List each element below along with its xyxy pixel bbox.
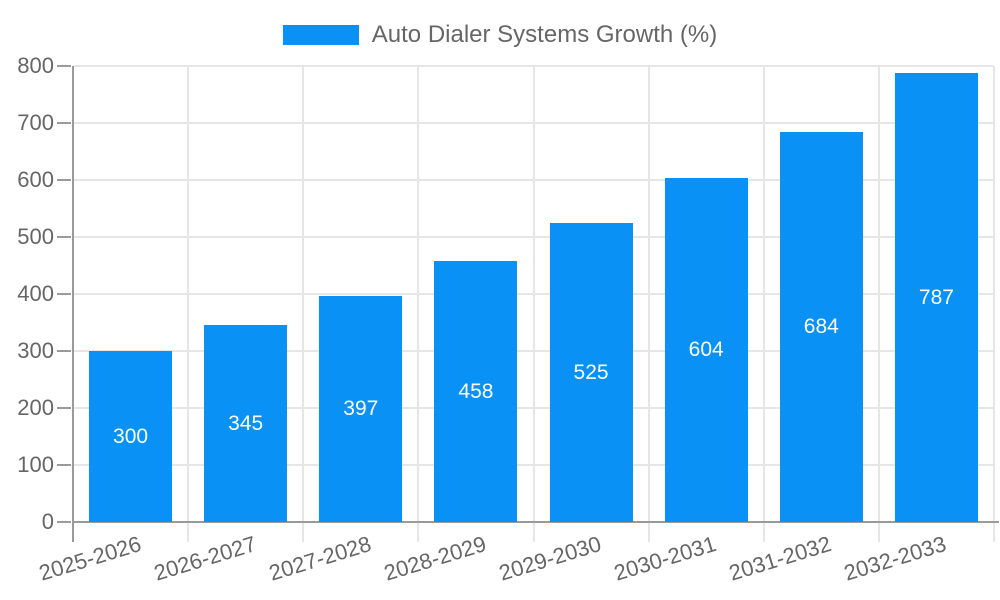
bar-value-label: 345 — [228, 411, 264, 435]
legend-label: Auto Dialer Systems Growth (%) — [371, 21, 718, 48]
x-gridline — [877, 66, 880, 542]
bar-value-label: 787 — [918, 285, 954, 309]
bar-2025-2026[interactable]: 300 — [89, 351, 173, 522]
bar-value-label: 300 — [113, 424, 149, 448]
y-axis-tick — [57, 122, 71, 124]
y-axis-tick — [57, 350, 71, 352]
legend-item[interactable]: Auto Dialer Systems Growth (%) — [282, 21, 718, 49]
x-gridline — [302, 66, 305, 542]
y-axis-tick-label: 300 — [17, 338, 54, 363]
y-axis-tick — [57, 179, 71, 181]
y-axis-tick-label: 700 — [17, 110, 54, 135]
bar-2028-2029[interactable]: 458 — [434, 261, 518, 522]
x-gridline — [647, 66, 650, 542]
chart-legend: Auto Dialer Systems Growth (%) — [0, 18, 1000, 52]
bar-2031-2032[interactable]: 684 — [779, 132, 863, 522]
x-gridline — [762, 66, 765, 542]
y-axis-tick-label: 0 — [41, 509, 54, 534]
y-axis-tick-label: 400 — [17, 281, 54, 306]
x-axis-line — [72, 521, 999, 523]
y-axis-tick — [57, 464, 71, 466]
bar-value-label: 604 — [688, 338, 724, 361]
bar-value-label: 458 — [458, 379, 494, 403]
bar-value-label: 684 — [803, 315, 839, 338]
x-gridline — [532, 66, 535, 542]
legend-color-swatch — [282, 25, 359, 45]
y-axis-tick — [57, 521, 71, 523]
y-axis-tick-label: 100 — [17, 452, 54, 477]
y-axis-tick-label: 200 — [17, 395, 54, 420]
y-axis-tick — [57, 407, 71, 409]
x-gridline — [417, 66, 420, 542]
y-axis-line — [72, 66, 74, 542]
bar-2029-2030[interactable]: 525 — [549, 223, 633, 522]
y-axis-tick-label: 800 — [17, 53, 54, 78]
y-axis-tick — [57, 65, 71, 67]
bar-value-label: 525 — [573, 360, 609, 384]
bar-2027-2028[interactable]: 397 — [319, 296, 403, 522]
bar-2026-2027[interactable]: 345 — [204, 325, 288, 522]
bar-value-label: 397 — [343, 397, 379, 420]
y-axis-tick-label: 600 — [17, 167, 54, 192]
x-gridline — [993, 66, 995, 542]
x-gridline — [187, 66, 190, 542]
y-axis-tick-label: 500 — [17, 224, 54, 249]
y-axis-tick — [57, 236, 71, 238]
y-axis-tick — [57, 293, 71, 295]
bar-2032-2033[interactable]: 787 — [894, 73, 978, 522]
bar-2030-2031[interactable]: 604 — [664, 178, 748, 522]
